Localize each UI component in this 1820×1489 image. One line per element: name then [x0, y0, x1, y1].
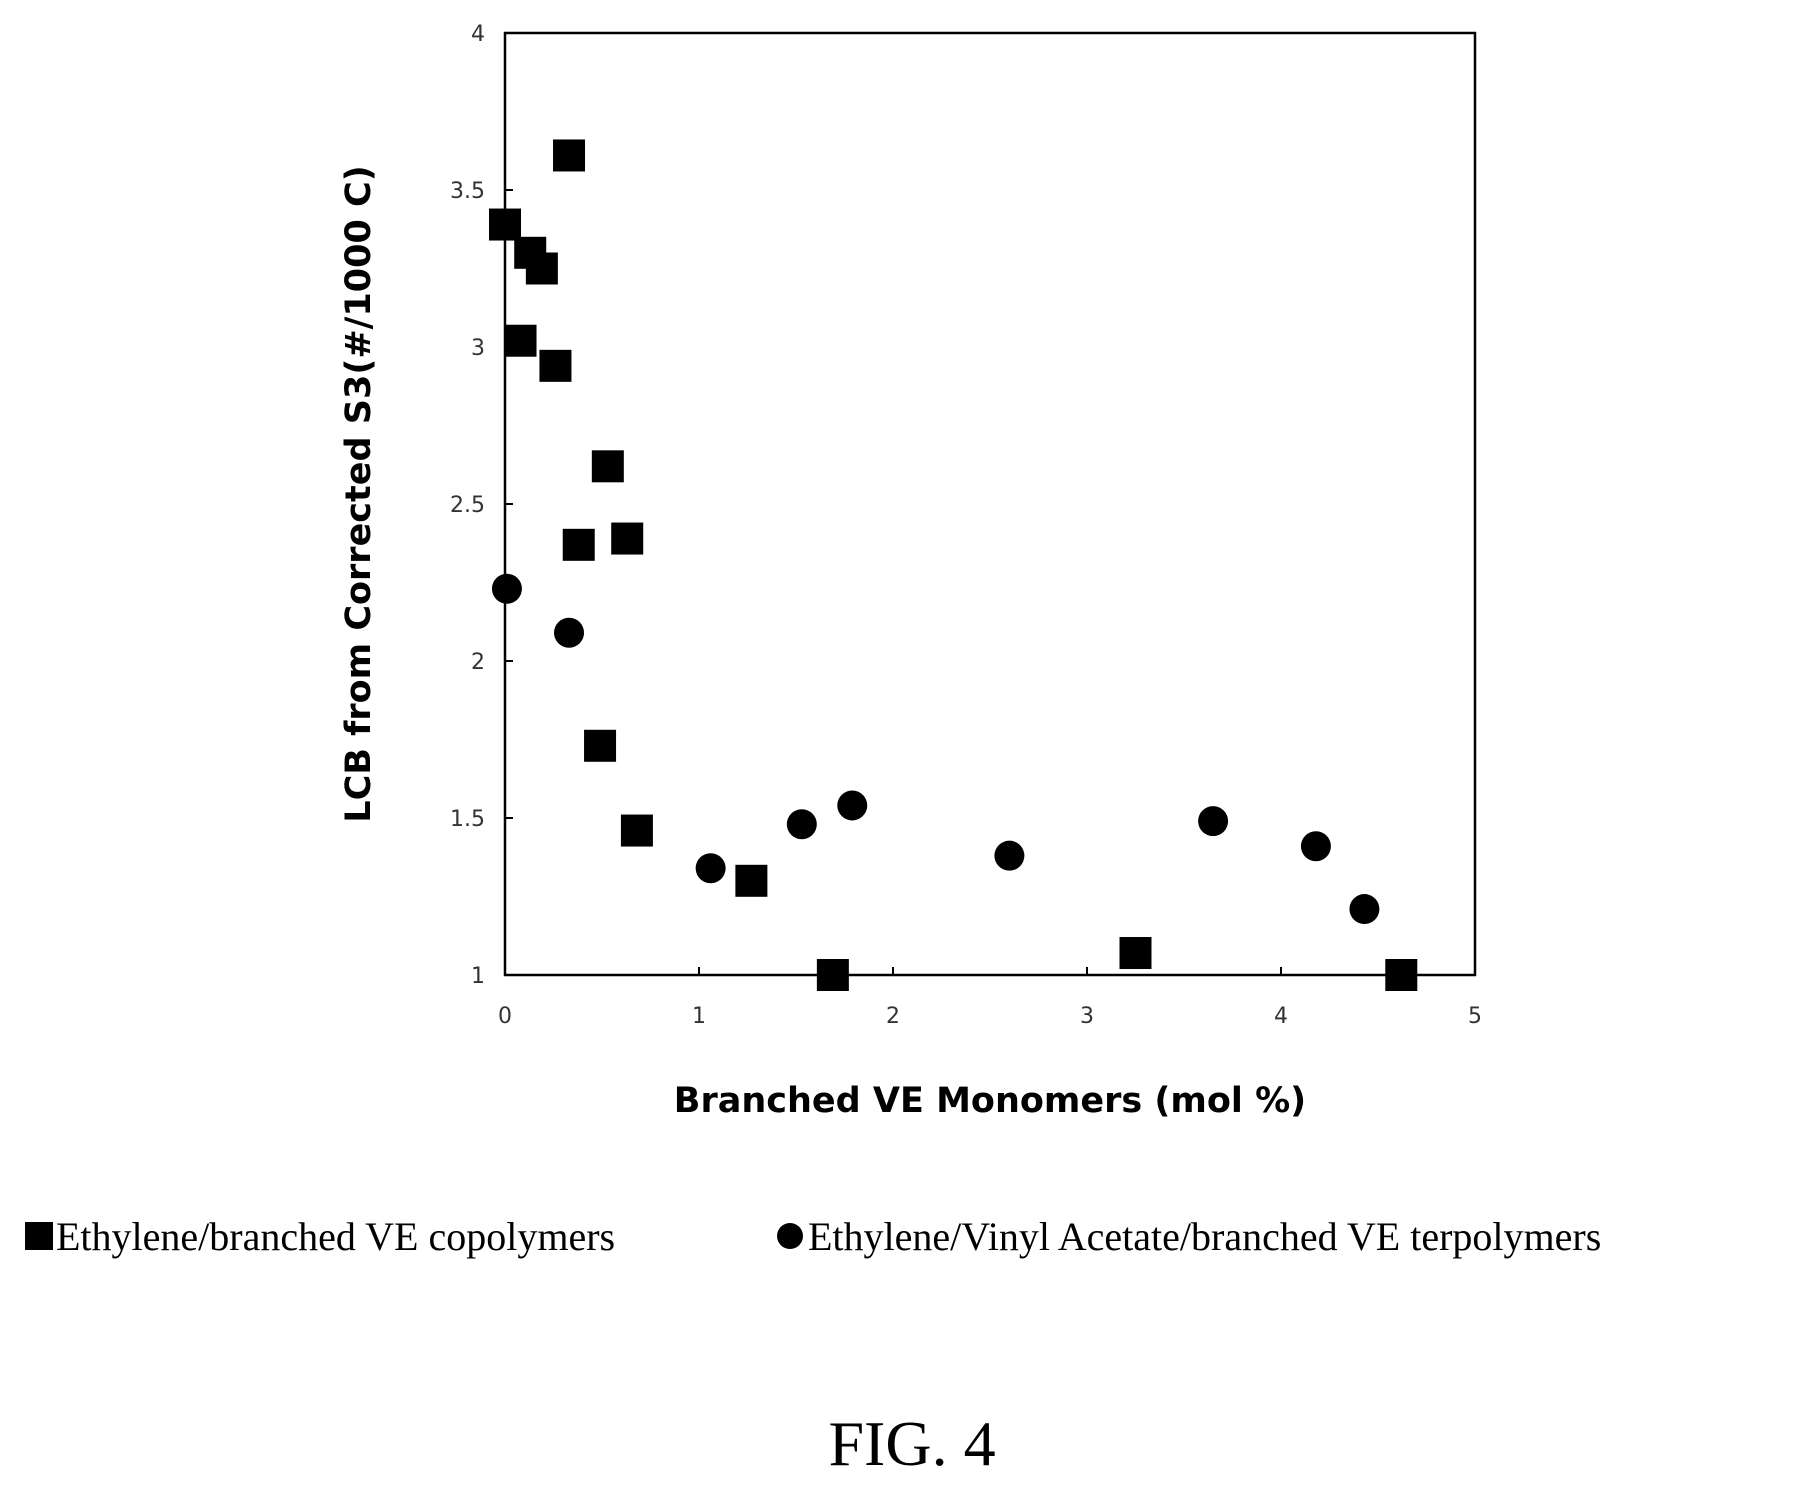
- y-tick-label: 1.5: [450, 807, 485, 832]
- data-point-square: [735, 864, 768, 897]
- legend-marker-circle: [777, 1223, 803, 1249]
- y-axis-ticks: 1 1.5 2 2.5 3 3.5 4: [450, 22, 513, 989]
- legend: Ethylene/branched VE copolymers Ethylene…: [25, 1214, 1601, 1259]
- data-point-square: [553, 139, 586, 172]
- x-axis-ticks: 0 1 2 3 4 5: [498, 967, 1482, 1029]
- legend-label-copolymers: Ethylene/branched VE copolymers: [56, 1214, 615, 1259]
- data-point-square: [1119, 937, 1152, 970]
- x-tick-label: 2: [886, 1004, 900, 1029]
- x-tick-label: 0: [498, 1004, 512, 1029]
- data-markers: [489, 139, 1418, 991]
- data-point-square: [525, 252, 558, 285]
- x-axis-label: Branched VE Monomers (mol %): [674, 1081, 1306, 1121]
- data-point-circle: [994, 840, 1025, 871]
- data-point-circle: [1198, 806, 1229, 837]
- y-tick-label: 2: [471, 650, 485, 675]
- y-tick-label: 1: [471, 964, 485, 989]
- x-tick-label: 1: [692, 1004, 706, 1029]
- x-tick-label: 3: [1080, 1004, 1094, 1029]
- data-point-circle: [786, 809, 817, 840]
- legend-label-terpolymers: Ethylene/Vinyl Acetate/branched VE terpo…: [808, 1214, 1601, 1259]
- data-point-square: [489, 208, 521, 241]
- data-point-circle: [695, 853, 726, 884]
- data-point-circle: [1349, 894, 1380, 925]
- data-point-square: [584, 729, 617, 762]
- y-tick-label: 3.5: [450, 179, 485, 204]
- legend-marker-square: [25, 1222, 53, 1250]
- y-tick-label: 2.5: [450, 493, 485, 518]
- data-point-circle: [554, 617, 585, 648]
- data-point-circle: [837, 790, 868, 821]
- data-point-square: [620, 814, 653, 847]
- data-point-circle: [1300, 831, 1331, 862]
- data-point-circle: [491, 573, 522, 604]
- data-point-square: [611, 522, 644, 555]
- y-tick-label: 4: [471, 22, 485, 47]
- data-point-square: [539, 349, 572, 382]
- figure-caption: FIG. 4: [828, 1408, 995, 1479]
- data-point-square: [816, 959, 849, 991]
- x-tick-label: 4: [1274, 1004, 1288, 1029]
- data-point-square: [504, 324, 537, 357]
- data-point-square: [562, 528, 595, 561]
- data-point-square: [591, 450, 624, 483]
- data-point-square: [1385, 959, 1418, 991]
- x-tick-label: 5: [1468, 1004, 1482, 1029]
- y-tick-label: 3: [471, 336, 485, 361]
- y-axis-label: LCB from Corrected S3(#/1000 C): [339, 165, 379, 822]
